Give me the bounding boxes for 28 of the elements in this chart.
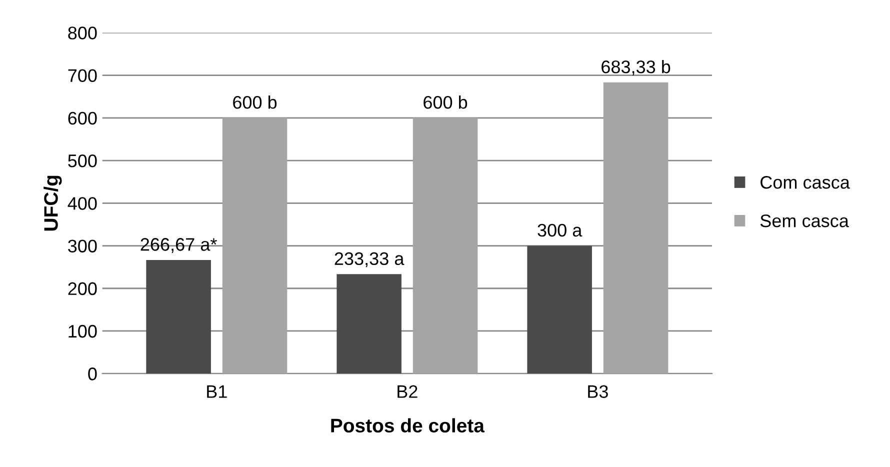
data-label: 600 b (233, 96, 277, 109)
data-label: 300 a (538, 224, 582, 237)
x-tick-label: B1 (207, 385, 227, 398)
y-tick-label: 600 (68, 112, 97, 125)
x-tick-label: B3 (588, 385, 608, 398)
data-label: 266,67 a* (140, 238, 217, 253)
bar (222, 118, 288, 374)
data-label: 600 b (424, 96, 468, 109)
y-axis-title: UFC/g (44, 176, 62, 231)
y-tick-label: 300 (68, 240, 97, 252)
legend-label: Com casca (760, 176, 850, 189)
bar (336, 274, 402, 374)
bar (146, 260, 211, 374)
legend-label: Sem casca (760, 214, 849, 228)
y-tick-label: 100 (68, 324, 97, 338)
bar (603, 82, 668, 374)
y-tick-label: 0 (88, 368, 97, 380)
x-axis-title: Postos de coleta (331, 418, 485, 432)
data-label: 233,33 a (334, 252, 404, 268)
y-tick-label: 700 (68, 69, 97, 82)
data-label: 683,33 b (602, 60, 670, 76)
x-tick-label: B2 (398, 385, 418, 398)
y-tick-label: 400 (68, 197, 97, 210)
y-tick-label: 800 (68, 26, 97, 40)
y-tick-label: 500 (68, 154, 97, 168)
y-tick-label: 200 (68, 282, 97, 296)
bar (412, 118, 478, 374)
bar (527, 246, 592, 374)
